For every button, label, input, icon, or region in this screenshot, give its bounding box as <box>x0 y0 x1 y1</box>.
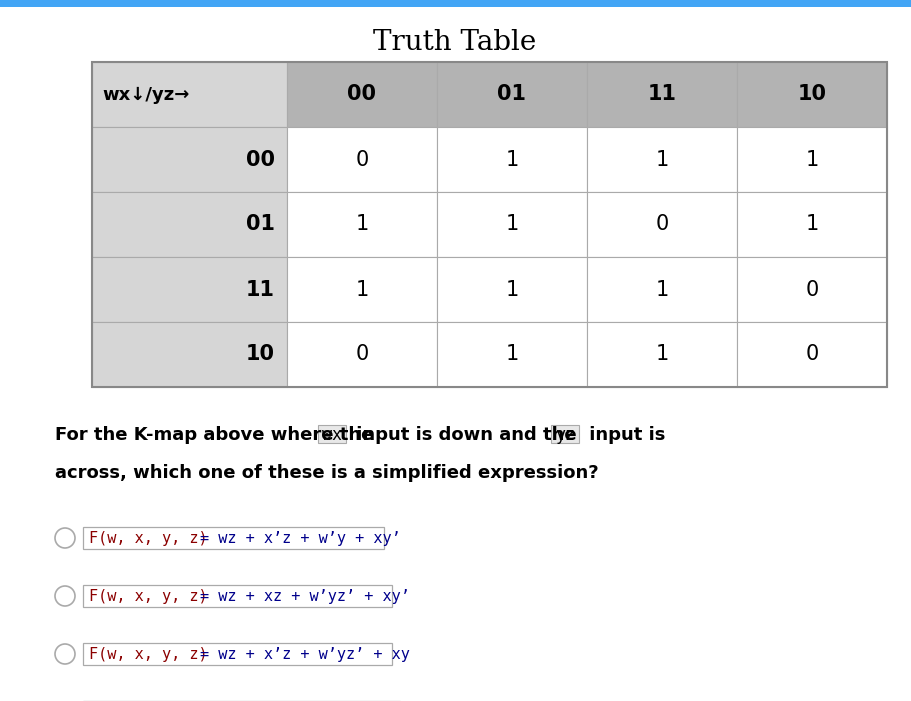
Text: 1: 1 <box>506 344 518 365</box>
Bar <box>737 322 887 387</box>
Bar <box>92 62 287 127</box>
Text: Truth Table: Truth Table <box>374 29 537 55</box>
Circle shape <box>55 528 75 548</box>
Text: 1: 1 <box>805 149 819 170</box>
Circle shape <box>55 586 75 606</box>
Bar <box>287 62 437 127</box>
Text: 1: 1 <box>506 215 518 235</box>
Bar <box>437 62 587 127</box>
Bar <box>587 192 737 257</box>
Text: = wz + x’z + w’y + xy’: = wz + x’z + w’y + xy’ <box>200 531 401 545</box>
Text: 0: 0 <box>805 280 819 299</box>
Text: 0: 0 <box>655 215 669 235</box>
Bar <box>587 257 737 322</box>
Bar <box>83 643 392 665</box>
Text: 1: 1 <box>355 215 369 235</box>
Bar <box>587 127 737 192</box>
Bar <box>0 0 911 7</box>
Bar <box>287 192 437 257</box>
Text: 1: 1 <box>655 149 669 170</box>
Text: 0: 0 <box>355 149 369 170</box>
Text: across, which one of these is a simplified expression?: across, which one of these is a simplifi… <box>55 464 599 482</box>
Text: F(w, x, y, z): F(w, x, y, z) <box>89 589 217 604</box>
Text: 10: 10 <box>797 85 826 104</box>
Text: 1: 1 <box>655 344 669 365</box>
Bar <box>437 257 587 322</box>
Bar <box>92 192 287 257</box>
Bar <box>551 425 578 443</box>
Bar <box>737 192 887 257</box>
Bar <box>287 322 437 387</box>
Text: F(w, x, y, z): F(w, x, y, z) <box>89 531 217 545</box>
Text: 11: 11 <box>246 280 275 299</box>
Text: 0: 0 <box>805 344 819 365</box>
Bar <box>737 257 887 322</box>
Bar <box>587 322 737 387</box>
Bar <box>92 62 887 387</box>
Bar <box>318 425 346 443</box>
Text: 0: 0 <box>355 344 369 365</box>
Text: = wz + xz + w’yz’ + xy’: = wz + xz + w’yz’ + xy’ <box>200 589 410 604</box>
Text: yz: yz <box>555 426 575 444</box>
Text: 10: 10 <box>246 344 275 365</box>
Bar <box>437 322 587 387</box>
Text: wx↓/yz→: wx↓/yz→ <box>102 86 189 104</box>
Bar <box>92 127 287 192</box>
Bar <box>92 322 287 387</box>
Text: F(w, x, y, z): F(w, x, y, z) <box>89 646 217 662</box>
Bar <box>83 527 384 549</box>
Text: 01: 01 <box>497 85 527 104</box>
Text: = wz + x’z + w’yz’ + xy: = wz + x’z + w’yz’ + xy <box>200 646 410 662</box>
Bar <box>437 192 587 257</box>
Text: 1: 1 <box>355 280 369 299</box>
Circle shape <box>55 644 75 664</box>
Bar <box>287 257 437 322</box>
Bar <box>737 127 887 192</box>
Bar <box>437 127 587 192</box>
Text: 1: 1 <box>506 280 518 299</box>
Bar <box>587 62 737 127</box>
Bar <box>287 127 437 192</box>
Text: 1: 1 <box>805 215 819 235</box>
Text: 01: 01 <box>246 215 275 235</box>
Text: 1: 1 <box>655 280 669 299</box>
Text: 1: 1 <box>506 149 518 170</box>
Bar <box>92 257 287 322</box>
Text: wx: wx <box>322 426 342 444</box>
Text: 00: 00 <box>246 149 275 170</box>
Text: input is: input is <box>583 426 665 444</box>
Bar <box>83 585 392 607</box>
Text: input is down and the: input is down and the <box>350 426 583 444</box>
Text: For the K-map above where the: For the K-map above where the <box>55 426 380 444</box>
Text: 00: 00 <box>347 85 376 104</box>
Text: 11: 11 <box>648 85 677 104</box>
Bar <box>737 62 887 127</box>
